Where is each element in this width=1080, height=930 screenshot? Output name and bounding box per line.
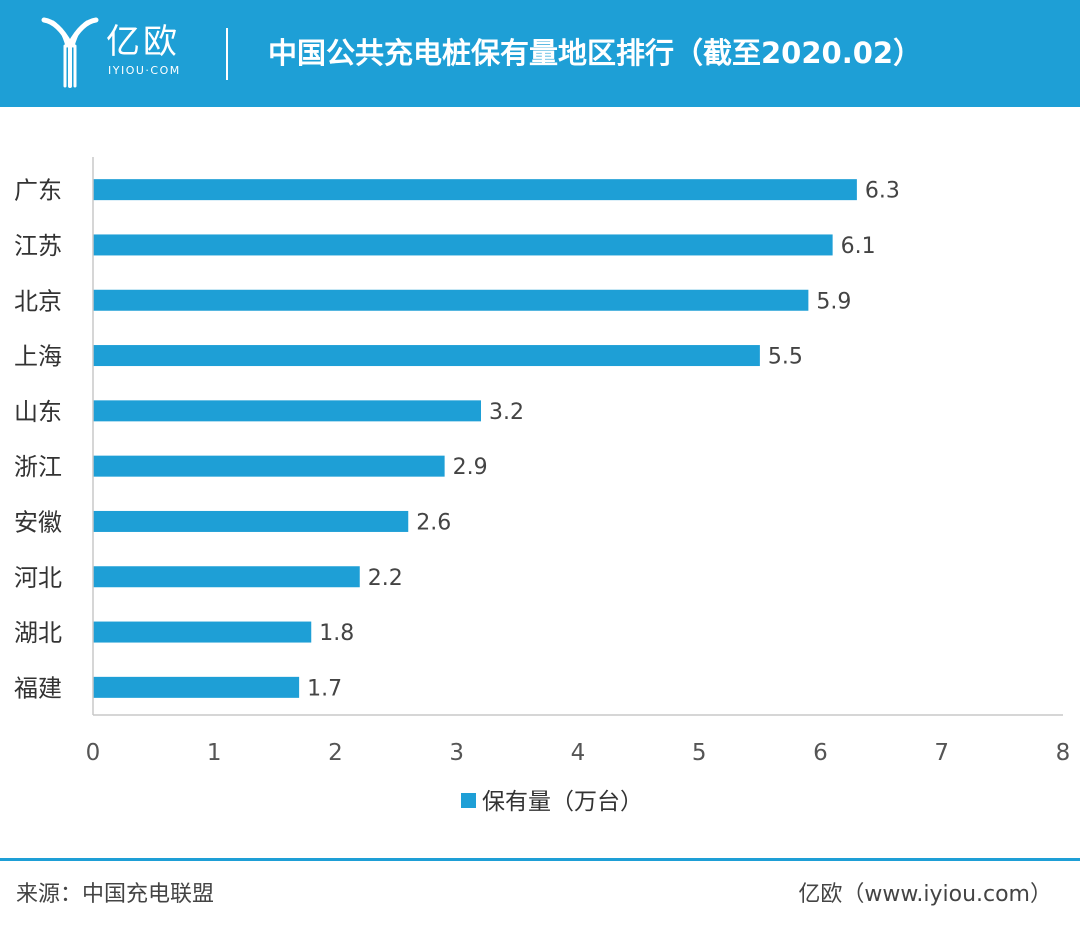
x-tick-label: 0	[86, 740, 101, 766]
bar	[93, 345, 760, 367]
category-label: 上海	[14, 343, 62, 371]
x-tick-label: 8	[1056, 740, 1071, 766]
x-tick-label: 7	[934, 740, 949, 766]
bar	[93, 289, 809, 311]
header-divider	[226, 28, 228, 80]
x-tick-label: 2	[328, 740, 343, 766]
bar	[93, 179, 857, 201]
data-label: 3.2	[489, 400, 524, 425]
data-label: 2.6	[416, 510, 451, 535]
legend-swatch	[461, 793, 476, 808]
x-tick-label: 1	[207, 740, 222, 766]
category-label: 河北	[14, 564, 62, 592]
bar	[93, 400, 481, 422]
x-tick-label: 4	[571, 740, 586, 766]
bar	[93, 621, 312, 643]
bar	[93, 566, 360, 588]
x-tick-label: 3	[449, 740, 464, 766]
category-label: 安徽	[14, 508, 62, 536]
x-tick-label: 5	[692, 740, 707, 766]
data-label: 5.9	[816, 289, 851, 314]
page-title: 中国公共充电桩保有量地区排行（截至2020.02）	[268, 36, 923, 70]
bar-chart: 广东 6.3 江苏 6.1 北京 5.9 上海 5.5 山东 3.2 浙江 2.9 安徽 2.6 河北 2.2…	[14, 157, 1071, 815]
category-label: 湖北	[14, 619, 62, 647]
bar	[93, 234, 833, 256]
brand-credit: 亿欧（www.iyiou.com）	[798, 882, 1052, 907]
header-banner: 亿欧 IYIOU·COM 中国公共充电桩保有量地区排行（截至2020.02）	[0, 0, 1080, 107]
logo-text: 亿欧	[106, 22, 180, 62]
yiou-logo-icon	[41, 17, 99, 88]
logo-subtext: IYIOU·COM	[108, 64, 181, 77]
x-tick-label: 6	[813, 740, 828, 766]
category-label: 福建	[14, 674, 62, 702]
data-label: 5.5	[768, 345, 803, 370]
bar	[93, 510, 409, 532]
category-label: 广东	[14, 177, 62, 205]
legend-label: 保有量（万台）	[482, 789, 643, 815]
bar	[93, 455, 445, 477]
data-label: 6.1	[841, 234, 876, 259]
source-note: 来源：中国充电联盟	[16, 882, 215, 907]
category-label: 山东	[14, 398, 62, 426]
footer-divider	[0, 858, 1080, 861]
bar	[93, 676, 300, 698]
category-label: 江苏	[14, 232, 62, 260]
category-label: 浙江	[14, 453, 62, 481]
data-label: 1.7	[307, 676, 342, 701]
data-label: 2.2	[368, 566, 403, 591]
category-label: 北京	[14, 287, 62, 315]
data-label: 2.9	[453, 455, 488, 480]
data-label: 1.8	[319, 621, 354, 646]
bars-layer	[93, 179, 857, 698]
data-label: 6.3	[865, 179, 900, 204]
